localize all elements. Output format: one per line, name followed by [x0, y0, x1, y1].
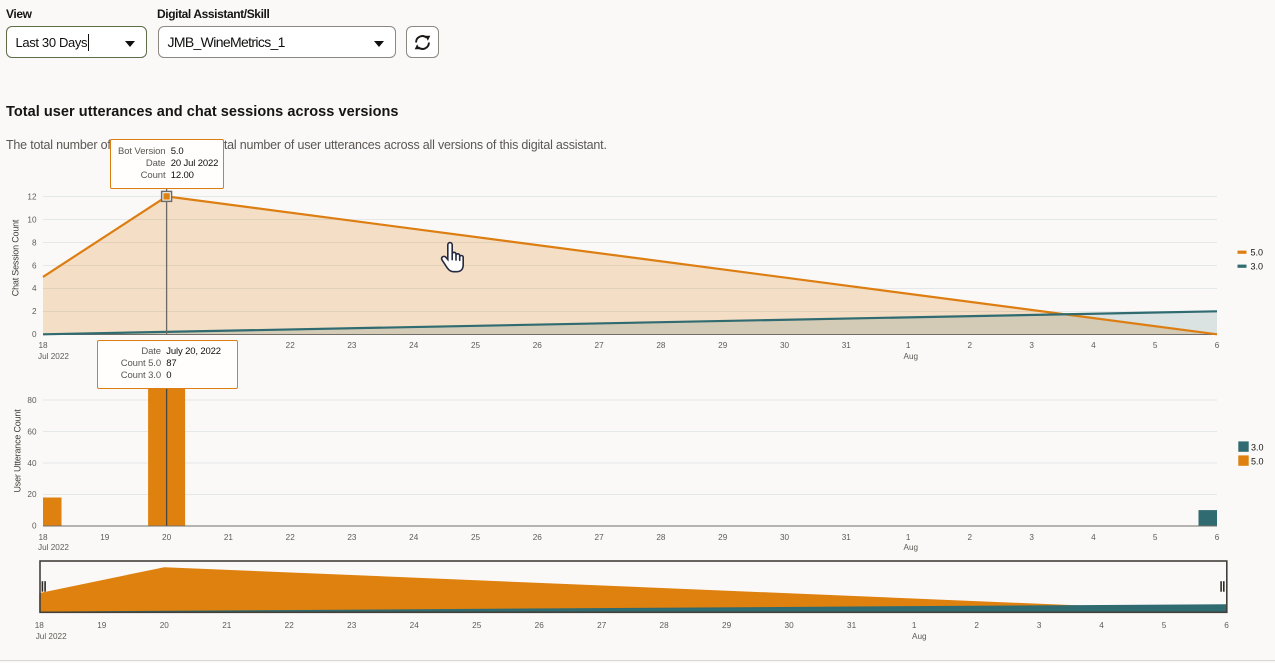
svg-text:4: 4	[32, 284, 37, 293]
svg-text:6: 6	[32, 261, 37, 270]
svg-text:3.0: 3.0	[1251, 261, 1264, 271]
svg-text:26: 26	[533, 533, 543, 542]
svg-text:21: 21	[222, 621, 232, 630]
svg-text:3: 3	[1029, 533, 1034, 542]
svg-text:20: 20	[160, 621, 170, 630]
svg-text:5.0: 5.0	[1251, 247, 1264, 257]
svg-text:26: 26	[533, 341, 543, 350]
svg-text:18: 18	[35, 621, 45, 630]
svg-text:8: 8	[32, 238, 37, 247]
svg-text:6: 6	[1224, 621, 1229, 630]
svg-text:22: 22	[286, 533, 296, 542]
svg-text:20: 20	[27, 490, 37, 499]
svg-text:Jul 2022: Jul 2022	[38, 543, 69, 552]
svg-text:User Utterance Count: User Utterance Count	[13, 409, 23, 493]
svg-text:80: 80	[27, 396, 37, 405]
svg-text:21: 21	[224, 533, 234, 542]
svg-text:30: 30	[785, 621, 795, 630]
svg-text:3.0: 3.0	[1251, 442, 1264, 452]
svg-text:28: 28	[660, 621, 670, 630]
svg-text:31: 31	[847, 621, 857, 630]
svg-text:25: 25	[472, 621, 482, 630]
svg-text:27: 27	[595, 341, 605, 350]
svg-text:25: 25	[471, 533, 481, 542]
svg-text:24: 24	[409, 533, 419, 542]
svg-text:2: 2	[968, 341, 973, 350]
svg-text:40: 40	[27, 459, 37, 468]
svg-text:18: 18	[38, 533, 48, 542]
svg-text:2: 2	[974, 621, 979, 630]
svg-text:4: 4	[1099, 621, 1104, 630]
svg-text:6: 6	[1215, 533, 1220, 542]
svg-text:1: 1	[906, 341, 911, 350]
svg-text:Aug: Aug	[912, 632, 927, 641]
svg-text:29: 29	[718, 341, 728, 350]
svg-text:Aug: Aug	[904, 543, 919, 552]
svg-text:20: 20	[162, 533, 172, 542]
svg-text:Chat Session Count: Chat Session Count	[11, 219, 21, 296]
svg-text:4: 4	[1091, 341, 1096, 350]
svg-text:28: 28	[656, 341, 666, 350]
svg-text:24: 24	[410, 621, 420, 630]
svg-text:5.0: 5.0	[1251, 456, 1264, 466]
svg-text:6: 6	[1215, 341, 1220, 350]
svg-text:26: 26	[535, 621, 545, 630]
svg-text:10: 10	[27, 215, 37, 224]
svg-text:30: 30	[780, 341, 790, 350]
svg-text:60: 60	[27, 427, 37, 436]
svg-text:2: 2	[968, 533, 973, 542]
svg-text:4: 4	[1091, 533, 1096, 542]
svg-text:27: 27	[595, 533, 605, 542]
svg-text:0: 0	[32, 522, 37, 531]
svg-text:1: 1	[906, 533, 911, 542]
svg-text:2: 2	[32, 307, 37, 316]
svg-text:22: 22	[286, 341, 296, 350]
svg-text:Jul 2022: Jul 2022	[38, 352, 69, 361]
svg-text:23: 23	[347, 341, 357, 350]
svg-text:18: 18	[38, 341, 48, 350]
svg-text:5: 5	[1153, 533, 1158, 542]
svg-text:Jul 2022: Jul 2022	[36, 632, 67, 641]
svg-text:3: 3	[1029, 341, 1034, 350]
svg-text:5: 5	[1162, 621, 1167, 630]
svg-text:1: 1	[912, 621, 917, 630]
svg-text:0: 0	[32, 330, 37, 339]
svg-text:27: 27	[597, 621, 607, 630]
svg-text:28: 28	[656, 533, 666, 542]
svg-text:25: 25	[471, 341, 481, 350]
svg-text:5: 5	[1153, 341, 1158, 350]
svg-text:24: 24	[409, 341, 419, 350]
svg-text:29: 29	[722, 621, 732, 630]
svg-text:23: 23	[347, 621, 357, 630]
svg-text:22: 22	[285, 621, 295, 630]
svg-text:12: 12	[27, 192, 37, 201]
svg-text:31: 31	[842, 533, 852, 542]
svg-text:23: 23	[347, 533, 357, 542]
svg-text:29: 29	[718, 533, 728, 542]
svg-text:3: 3	[1037, 621, 1042, 630]
svg-text:19: 19	[100, 533, 110, 542]
svg-text:Aug: Aug	[904, 352, 919, 361]
svg-text:31: 31	[842, 341, 852, 350]
svg-text:30: 30	[780, 533, 790, 542]
svg-text:19: 19	[97, 621, 107, 630]
